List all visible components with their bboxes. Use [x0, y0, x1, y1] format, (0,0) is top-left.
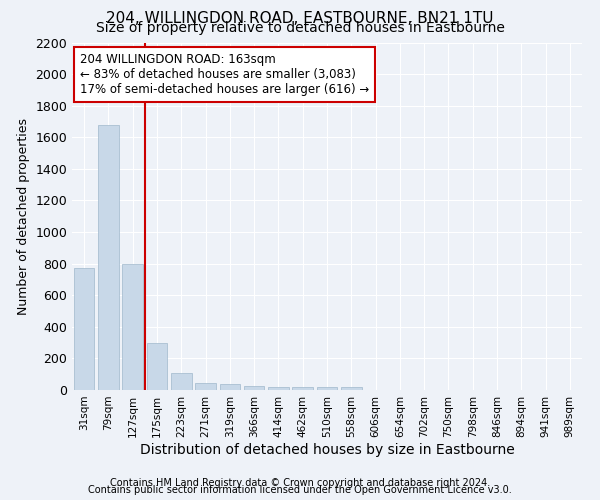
Text: Size of property relative to detached houses in Eastbourne: Size of property relative to detached ho…: [95, 21, 505, 35]
Text: Contains HM Land Registry data © Crown copyright and database right 2024.: Contains HM Land Registry data © Crown c…: [110, 478, 490, 488]
Bar: [122, 264, 143, 390]
Text: Contains public sector information licensed under the Open Government Licence v3: Contains public sector information licen…: [88, 485, 512, 495]
Bar: [244, 386, 265, 390]
Y-axis label: Number of detached properties: Number of detached properties: [17, 118, 30, 315]
Bar: [98, 124, 119, 390]
Bar: [292, 387, 313, 390]
X-axis label: Distribution of detached houses by size in Eastbourne: Distribution of detached houses by size …: [140, 442, 514, 456]
Bar: [171, 372, 191, 390]
Bar: [341, 387, 362, 390]
Bar: [146, 342, 167, 390]
Bar: [74, 268, 94, 390]
Bar: [317, 387, 337, 390]
Bar: [195, 383, 216, 390]
Text: 204 WILLINGDON ROAD: 163sqm
← 83% of detached houses are smaller (3,083)
17% of : 204 WILLINGDON ROAD: 163sqm ← 83% of det…: [80, 53, 369, 96]
Text: 204, WILLINGDON ROAD, EASTBOURNE, BN21 1TU: 204, WILLINGDON ROAD, EASTBOURNE, BN21 1…: [106, 11, 494, 26]
Bar: [220, 384, 240, 390]
Bar: [268, 386, 289, 390]
